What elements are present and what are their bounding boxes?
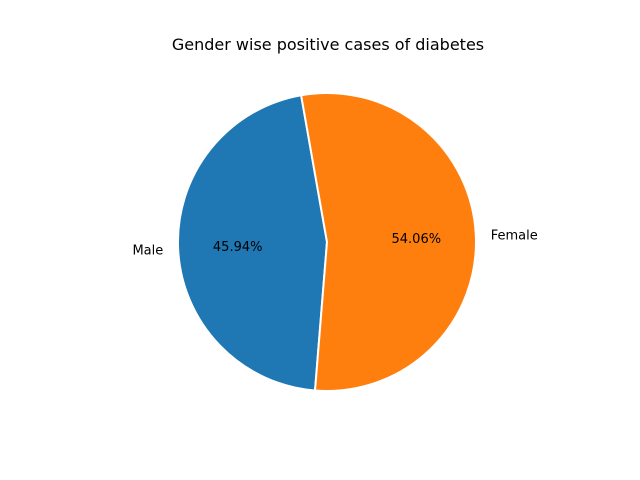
slice-label-female: Female	[491, 228, 538, 243]
chart-title: Gender wise positive cases of diabetes	[172, 35, 484, 54]
pie-labels: 45.94% Male 54.06% Female	[132, 228, 537, 258]
pct-label-male: 45.94%	[213, 240, 263, 255]
slice-label-male: Male	[132, 244, 163, 259]
pie-slice-female	[300, 92, 477, 392]
pie-slice-male	[176, 94, 328, 392]
pie-slices	[176, 92, 477, 392]
pct-label-female: 54.06%	[392, 232, 442, 247]
